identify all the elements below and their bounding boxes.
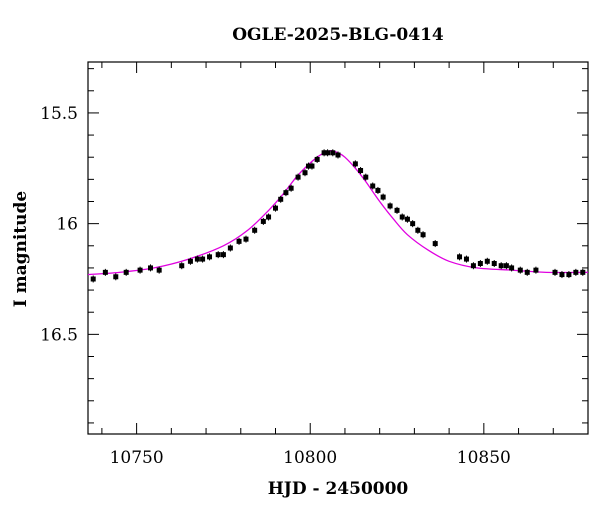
data-point — [470, 263, 476, 269]
data-point — [533, 267, 539, 273]
data-point — [484, 258, 490, 264]
data-point — [491, 261, 497, 266]
y-tick-label: 16.5 — [40, 325, 78, 345]
y-tick-label: 15.5 — [40, 104, 78, 124]
data-point — [552, 269, 558, 275]
data-point — [220, 252, 226, 258]
data-point — [363, 174, 369, 180]
y-axis-label: I magnitude — [11, 191, 31, 308]
data-point — [399, 214, 405, 220]
data-point — [200, 256, 206, 262]
data-point — [477, 261, 483, 266]
x-tick-label: 10850 — [457, 448, 511, 468]
data-point — [387, 203, 393, 209]
data-point — [503, 263, 509, 269]
data-point — [463, 256, 469, 262]
data-point — [278, 196, 284, 202]
data-point — [370, 183, 376, 189]
data-point — [187, 258, 193, 264]
data-point — [420, 232, 426, 238]
data-point — [524, 269, 530, 275]
data-point — [432, 241, 438, 247]
data-point — [380, 194, 386, 200]
data-point — [148, 265, 153, 271]
data-point — [335, 152, 341, 158]
data-point — [102, 269, 108, 275]
data-point — [266, 214, 272, 220]
data-point — [302, 170, 308, 176]
data-point — [113, 274, 119, 280]
data-point — [227, 245, 233, 251]
data-point — [330, 150, 336, 156]
data-point — [260, 218, 266, 224]
data-point — [215, 252, 221, 258]
data-point — [309, 163, 315, 169]
data-point — [566, 272, 572, 278]
data-point — [321, 150, 327, 156]
data-point — [375, 187, 381, 193]
chart-title: OGLE-2025-BLG-0414 — [232, 25, 444, 45]
data-point — [295, 174, 301, 180]
data-point — [123, 269, 129, 275]
data-point — [415, 227, 421, 233]
data-point — [90, 276, 96, 282]
y-tick-label: 16 — [56, 215, 78, 235]
data-point — [156, 267, 162, 273]
data-point — [325, 150, 331, 156]
x-tick-label: 10800 — [283, 448, 337, 468]
data-point — [236, 238, 242, 244]
data-point — [137, 267, 143, 273]
data-point — [288, 185, 294, 191]
data-point — [179, 263, 185, 269]
x-tick-label: 10750 — [110, 448, 164, 468]
data-point — [252, 227, 258, 233]
data-point — [559, 272, 565, 278]
plot-frame — [87, 61, 589, 435]
data-point — [273, 205, 278, 211]
plot-area: 10750 10800 10850 15.5 16 16.5 — [40, 61, 589, 468]
data-point — [457, 254, 463, 260]
data-point — [207, 254, 213, 260]
data-point — [517, 267, 523, 273]
data-point — [243, 236, 249, 242]
data-point — [498, 263, 504, 269]
data-point — [404, 216, 410, 222]
data-point — [194, 256, 200, 262]
data-point — [394, 207, 400, 213]
data-point — [352, 161, 358, 167]
data-point — [509, 265, 515, 271]
x-axis-label: HJD - 2450000 — [268, 479, 409, 499]
data-point — [410, 221, 416, 227]
data-point — [314, 156, 320, 162]
data-point — [580, 269, 586, 275]
data-point — [305, 163, 311, 169]
data-point — [358, 168, 364, 173]
data-point — [573, 269, 579, 275]
data-point — [283, 190, 289, 196]
model-curve — [87, 149, 589, 276]
